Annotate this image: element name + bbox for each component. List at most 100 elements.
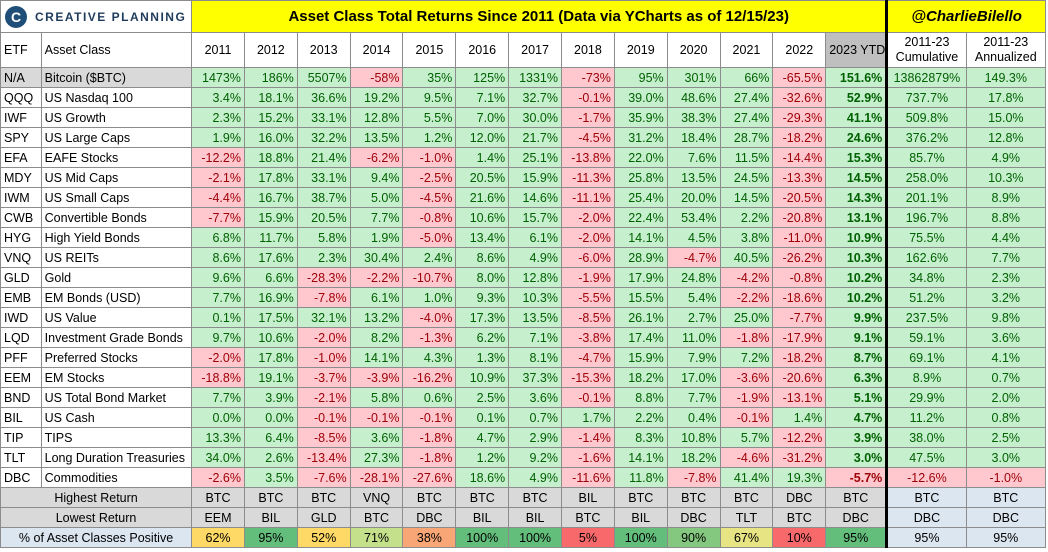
return-cell: -0.1% [719, 407, 774, 428]
return-cell: 10.2% [825, 287, 888, 308]
return-cell: -28.3% [296, 267, 351, 288]
return-cell: 1.4% [455, 147, 510, 168]
creative-planning-logo-icon: C [5, 5, 27, 28]
summary-cell: 67% [719, 527, 774, 548]
return-cell: -20.6% [772, 367, 827, 388]
summary-cell: 95% [243, 527, 298, 548]
return-cell: 25.8% [613, 167, 668, 188]
return-cell: 2.9% [508, 427, 562, 448]
summary-cell: BTC [825, 487, 888, 508]
return-cell: 38.3% [666, 107, 721, 128]
return-cell: 6.1% [349, 287, 404, 308]
return-cell: -31.2% [772, 447, 827, 468]
asset-class-name: US Growth [40, 107, 193, 128]
return-cell: 10.9% [455, 367, 510, 388]
return-cell: 15.9% [243, 207, 298, 228]
return-cell: 9.7% [191, 327, 245, 348]
year-col-header: 2022 [772, 32, 827, 68]
return-cell: 21.7% [508, 127, 562, 148]
return-cell: 12.8% [508, 267, 562, 288]
return-cell: 8.3% [613, 427, 668, 448]
annualized-cell: 3.6% [965, 327, 1047, 348]
etf-ticker: CWB [0, 207, 42, 228]
return-cell: 18.1% [243, 87, 298, 108]
summary-cell: 38% [402, 527, 457, 548]
annualized-cell: 10.3% [965, 167, 1047, 188]
return-cell: 18.4% [666, 127, 721, 148]
return-cell: 3.5% [243, 467, 298, 488]
return-cell: 3.4% [191, 87, 245, 108]
etf-ticker: VNQ [0, 247, 42, 268]
return-cell: 5507% [296, 67, 351, 88]
return-cell: 18.8% [243, 147, 298, 168]
return-cell: 9.5% [402, 87, 457, 108]
return-cell: 2.3% [191, 107, 245, 128]
summary-cell: DBC [772, 487, 827, 508]
return-cell: 20.5% [455, 167, 510, 188]
year-col-header: 2023 YTD [825, 32, 888, 68]
annualized-col-header: 2011-23 Annualized [965, 32, 1047, 68]
return-cell: -4.5% [561, 127, 615, 148]
return-cell: 7.9% [666, 347, 721, 368]
title-row: C CREATIVE PLANNING Asset Class Total Re… [0, 0, 1046, 33]
return-cell: 7.2% [719, 347, 774, 368]
return-cell: 5.1% [825, 387, 888, 408]
return-cell: 151.6% [825, 67, 888, 88]
summary-cell: BIL [508, 507, 562, 528]
return-cell: 22.0% [613, 147, 668, 168]
cumulative-cell: 34.8% [885, 267, 967, 288]
return-cell: 17.0% [666, 367, 721, 388]
return-cell: 19.1% [243, 367, 298, 388]
annualized-cell: 15.0% [965, 107, 1047, 128]
return-cell: 53.4% [666, 207, 721, 228]
return-cell: 1.2% [455, 447, 510, 468]
return-cell: 11.5% [719, 147, 774, 168]
return-cell: 4.7% [455, 427, 510, 448]
summary-cell: TLT [719, 507, 774, 528]
return-cell: 3.8% [719, 227, 774, 248]
return-cell: -5.5% [561, 287, 615, 308]
return-cell: 32.7% [508, 87, 562, 108]
return-cell: 0.4% [666, 407, 721, 428]
return-cell: 301% [666, 67, 721, 88]
logo: C CREATIVE PLANNING [0, 0, 193, 33]
etf-ticker: EMB [0, 287, 42, 308]
year-col-header: 2012 [243, 32, 298, 68]
return-cell: 28.9% [613, 247, 668, 268]
return-cell: 32.2% [296, 127, 351, 148]
return-cell: -2.1% [296, 387, 351, 408]
year-col-header: 2021 [719, 32, 774, 68]
table-row: CWB Convertible Bonds -7.7% 15.9% 20.5% 7.7% -… [0, 207, 1047, 228]
return-cell: 35.9% [613, 107, 668, 128]
return-cell: 14.5% [825, 167, 888, 188]
return-cell: 1331% [508, 67, 562, 88]
annualized-cell: 7.7% [965, 247, 1047, 268]
return-cell: 52.9% [825, 87, 888, 108]
table-row: SPY US Large Caps 1.9% 16.0% 32.2% 13.5% 1.2% 1… [0, 127, 1047, 148]
annualized-cell: 4.1% [965, 347, 1047, 368]
return-cell: -20.5% [772, 187, 827, 208]
summary-cell: BTC [191, 487, 245, 508]
return-cell: -18.8% [191, 367, 245, 388]
year-col-header: 2016 [455, 32, 510, 68]
return-cell: -3.7% [296, 367, 351, 388]
return-cell: 14.1% [613, 227, 668, 248]
etf-ticker: GLD [0, 267, 42, 288]
return-cell: -6.2% [349, 147, 404, 168]
return-cell: -1.8% [402, 447, 457, 468]
return-cell: -0.1% [561, 87, 615, 108]
return-cell: 18.6% [455, 467, 510, 488]
asset-class-name: Gold [40, 267, 193, 288]
summary-cell: 90% [666, 527, 721, 548]
etf-col-header: ETF [0, 32, 42, 68]
return-cell: 7.7% [666, 387, 721, 408]
annualized-cell: 0.7% [965, 367, 1047, 388]
return-cell: 28.7% [719, 127, 774, 148]
summary-cell: 100% [455, 527, 510, 548]
table-row: EMB EM Bonds (USD) 7.7% 16.9% -7.8% 6.1% 1.0% 9… [0, 287, 1047, 308]
table-row: EEM EM Stocks -18.8% 19.1% -3.7% -3.9% -16.2% 1… [0, 367, 1047, 388]
cumulative-cell: 258.0% [885, 167, 967, 188]
return-cell: -4.5% [402, 187, 457, 208]
return-cell: 11.7% [243, 227, 298, 248]
return-cell: 1.7% [561, 407, 615, 428]
